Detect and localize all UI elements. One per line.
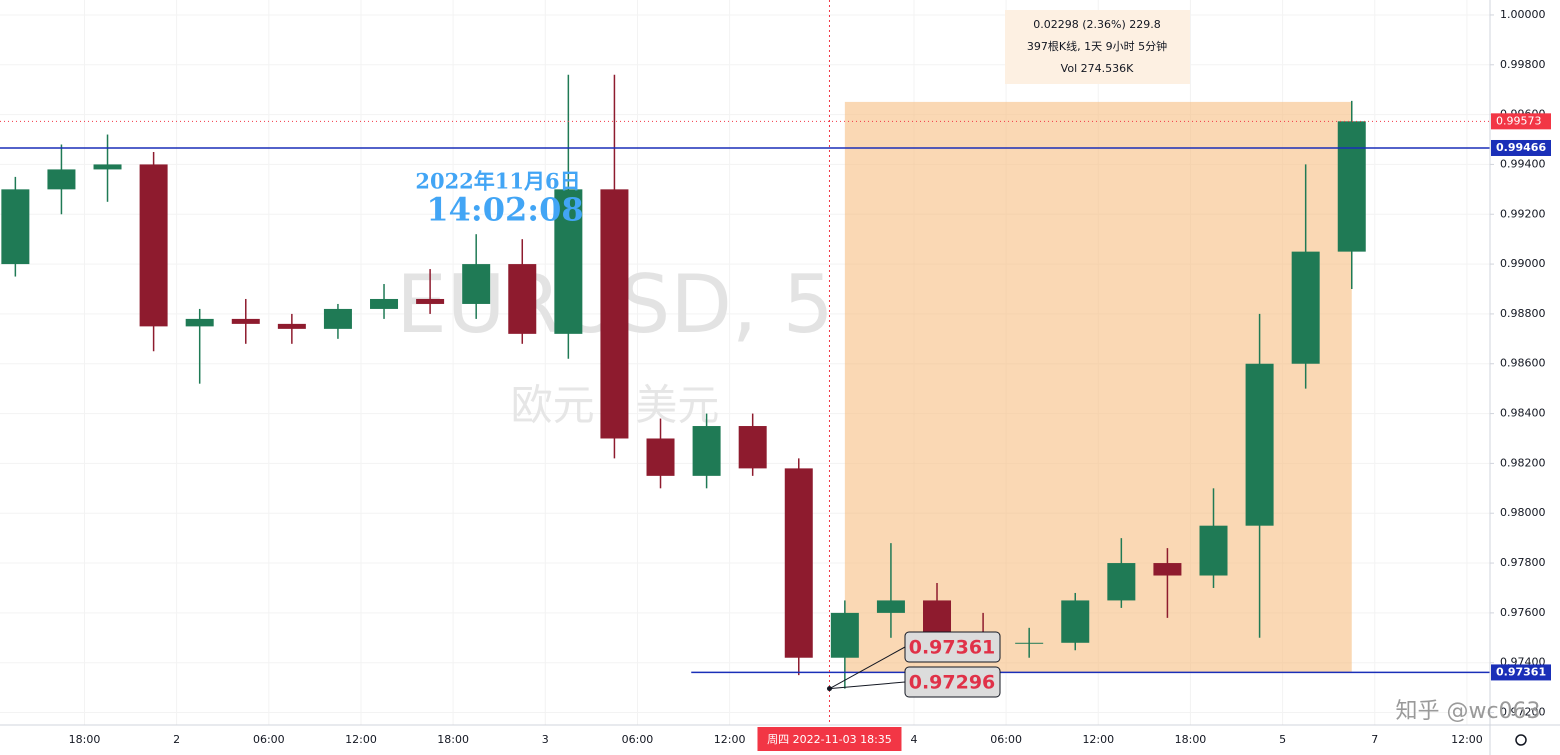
candle-body: [1153, 563, 1182, 576]
x-tick-label: 3: [542, 733, 549, 746]
x-tick-label: 12:00: [1451, 733, 1483, 746]
candle-body: [1337, 121, 1366, 252]
x-tick-label: 18:00: [69, 733, 101, 746]
range-info: Vol 274.536K: [1061, 62, 1134, 75]
x-tick-label: 2: [173, 733, 180, 746]
candle-body: [508, 264, 537, 334]
price-label-box: [1491, 139, 1551, 156]
crosshair-label: 周四 2022-11-03 18:35: [767, 733, 892, 746]
x-tick-label: 4: [910, 733, 917, 746]
candle-body: [462, 264, 491, 304]
y-tick-label: 0.97200: [1500, 706, 1546, 719]
candle-body: [1291, 251, 1320, 364]
x-tick-label: 5: [1279, 733, 1286, 746]
price-label: 0.97361: [1496, 665, 1546, 678]
y-tick-label: 1.00000: [1500, 8, 1546, 21]
last-price-label: 0.99573: [1496, 114, 1542, 127]
candle-body: [554, 189, 583, 334]
settings-icon[interactable]: [1515, 734, 1527, 746]
candle-body: [139, 164, 168, 327]
y-tick-label: 0.99000: [1500, 257, 1546, 270]
footer-watermark: 知乎 @wc063: [1395, 699, 1540, 724]
main-layer: 0.02298 (2.36%) 229.8 397根K线, 1天 9小时 5分钟 V…: [0, 0, 1490, 725]
y-tick-label: 0.98600: [1500, 357, 1546, 370]
price-label: 0.99466: [1496, 141, 1546, 154]
y-tick-label: 0.97600: [1500, 606, 1546, 619]
x-tick-label: 12:00: [714, 733, 746, 746]
candle-body: [600, 189, 629, 439]
x-tick-label: 7: [1371, 733, 1378, 746]
candle-body: [185, 318, 214, 327]
candle-body: [231, 318, 260, 324]
candle-body: [876, 600, 905, 613]
callout-leader: [829, 681, 906, 690]
callout-label: 0.97361: [909, 637, 996, 659]
candle-body: [738, 426, 767, 469]
x-tick-label: 06:00: [622, 733, 654, 746]
range-box: [844, 101, 1352, 673]
last-price-box: [1491, 113, 1551, 130]
candle-body: [93, 164, 122, 170]
clock-date: 2022年11月6日: [415, 169, 580, 194]
candle-body: [1199, 525, 1228, 576]
callout-box: [904, 666, 1001, 698]
candle-body: [1245, 363, 1274, 526]
y-tick-label: 0.99200: [1500, 207, 1546, 220]
x-tick-label: 06:00: [253, 733, 285, 746]
y-tick-label: 0.98400: [1500, 407, 1546, 420]
y-tick-label: 0.98200: [1500, 456, 1546, 469]
candle-body: [323, 308, 352, 329]
candle-body: [277, 323, 306, 329]
callout-label: 0.97296: [909, 672, 996, 694]
x-tick-label: 12:00: [345, 733, 377, 746]
clock-time: 14:02:08: [426, 191, 583, 229]
candle-body: [646, 438, 675, 476]
candle-body: [692, 426, 721, 476]
candle-body: [416, 298, 445, 304]
candle-body: [370, 298, 399, 309]
price-label-box: [1491, 664, 1551, 681]
x-tick-label: 12:00: [1082, 733, 1114, 746]
range-info: 397根K线, 1天 9小时 5分钟: [1027, 39, 1167, 53]
x-tick-label: 18:00: [437, 733, 469, 746]
range-info-box: [1005, 10, 1190, 84]
y-tick-label: 0.98800: [1500, 307, 1546, 320]
axis-layer: 0.972000.974000.976000.978000.980000.982…: [69, 8, 1551, 751]
background-layer: [0, 0, 1490, 725]
candle-body: [1, 189, 30, 265]
candle-body: [1107, 563, 1136, 601]
crosshair-label-box: [757, 727, 902, 751]
candle-body: [1015, 642, 1044, 644]
candle-body: [830, 612, 859, 658]
x-tick-label: 18:00: [1175, 733, 1207, 746]
candle-body: [1061, 600, 1090, 643]
callout-box: [904, 631, 1001, 663]
x-tick-label: 06:00: [990, 733, 1022, 746]
y-tick-label: 0.99800: [1500, 58, 1546, 71]
y-tick-label: 0.99400: [1500, 157, 1546, 170]
candle-body: [47, 169, 76, 190]
callout-leader: [829, 646, 906, 690]
y-tick-label: 0.98000: [1500, 506, 1546, 519]
range-info: 0.02298 (2.36%) 229.8: [1033, 18, 1161, 31]
y-tick-label: 0.97800: [1500, 556, 1546, 569]
candle-body: [784, 468, 813, 658]
